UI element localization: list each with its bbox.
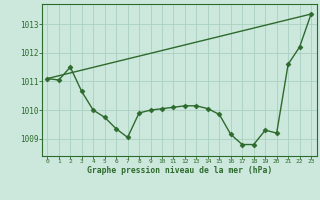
X-axis label: Graphe pression niveau de la mer (hPa): Graphe pression niveau de la mer (hPa) (87, 166, 272, 175)
